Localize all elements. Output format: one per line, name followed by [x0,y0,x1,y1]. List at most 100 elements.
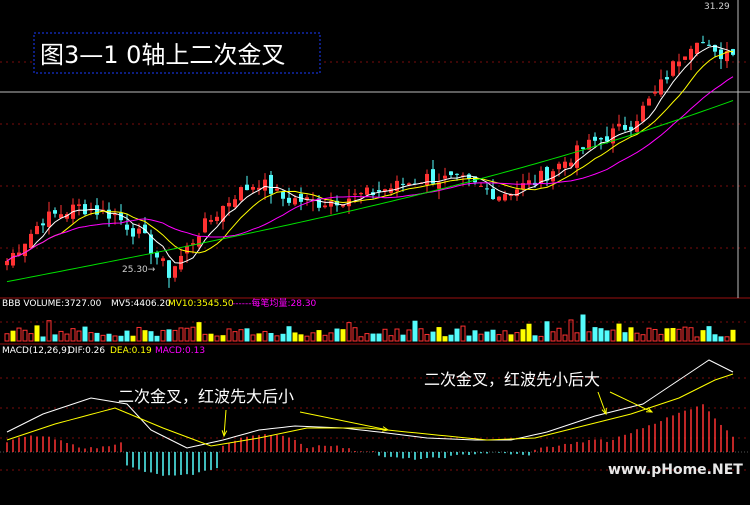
volume-bar [70,328,76,342]
candle-body [155,252,159,258]
candle-body [425,173,429,186]
candle-body [305,197,309,200]
volume-bar [202,333,208,342]
volume-bar [568,319,574,342]
candle-body [569,162,573,167]
volume-bar [496,334,502,342]
volume-bar [382,328,388,342]
candle-body [17,252,21,256]
volume-bar [586,331,592,342]
volume-bar [28,333,34,342]
candle-body [281,191,285,199]
candlestick-series [5,35,735,288]
ma5-line [6,45,734,264]
candle-body [53,210,57,214]
candle-body [275,188,279,191]
candle-body [659,79,663,95]
volume-bar [334,328,340,342]
candle-body [83,204,87,215]
candle-body [665,77,669,80]
candle-body [335,200,339,206]
volume-bar [448,334,454,342]
ma20-line [6,76,734,262]
volume-bar [604,330,610,342]
arrow-second-right [609,391,653,413]
volume-bar [166,329,172,342]
volume-bar [124,330,130,342]
candle-body [563,161,567,168]
volume-bar [598,328,604,342]
candle-body [461,175,465,177]
volume-bar [250,334,256,342]
volume-bar [472,330,478,342]
volume-bar [712,334,718,342]
volume-bar [676,328,682,342]
candle-body [449,171,453,176]
candle-body [683,56,687,60]
volume-bar [730,329,736,342]
candle-body [623,125,627,130]
max-price-label: 31.29 [704,2,730,12]
volume-bar [370,333,376,342]
volume-bar [460,325,466,342]
candle-body [47,211,51,228]
volume-bar [466,335,472,342]
volume-bar [106,333,112,342]
candle-body [89,209,93,211]
volume-bar [544,321,550,342]
candle-body [269,174,273,194]
volume-bar [64,333,70,342]
volume-value: BBB VOLUME:3727.00 [2,299,102,309]
dif-line [6,359,734,449]
volume-bar [130,335,136,342]
volume-bar [634,332,640,342]
arrow-first-left-head [221,430,228,438]
candle-body [287,197,291,203]
candle-body [641,105,645,122]
volume-bar [286,326,292,342]
volume-bar [238,329,244,342]
volume-bar [700,330,706,342]
mv5-value: MV5:4406.20 [111,299,171,309]
candle-body [29,233,33,249]
candle-body [605,136,609,142]
volume-bar [34,325,40,342]
volume-bar [616,323,622,342]
dif-value: DIF:0.26 [68,346,105,356]
candle-body [221,205,225,222]
candle-body [725,51,729,62]
arrow-first-right-head [382,426,390,432]
volume-bar [328,332,334,342]
arrow-second-left-head [601,407,607,416]
volume-bar [226,328,232,342]
candle-body [503,194,507,201]
candle-body [173,266,177,278]
chart-title: 图3—1 0轴上二次金叉 [40,41,285,69]
volume-bar [658,333,664,342]
volume-bar [244,328,250,342]
candle-body [191,243,195,245]
volume-bar [112,335,118,342]
candle-body [245,184,249,191]
candle-body [149,234,153,254]
volume-bar [400,334,406,342]
candle-body [263,179,267,191]
annotation-first: 二次金叉，红波先大后小 [118,387,294,406]
volume-bar [292,332,298,342]
min-price-label: 25.30→ [122,265,156,275]
candle-body [593,136,597,141]
candle-body [197,236,201,247]
candle-body [323,205,327,208]
candle-body [227,202,231,207]
ma10-line [6,50,734,262]
candle-body [113,214,117,216]
candle-body [293,198,297,205]
macd-lines [6,359,734,449]
annotation-second: 二次金叉，红波先小后大 [424,370,600,389]
volume-bar [346,322,352,342]
volume-bar [592,327,598,342]
volume-bar [718,336,724,342]
candle-body [521,183,525,190]
candle-body [581,147,585,149]
candle-body [161,258,165,261]
